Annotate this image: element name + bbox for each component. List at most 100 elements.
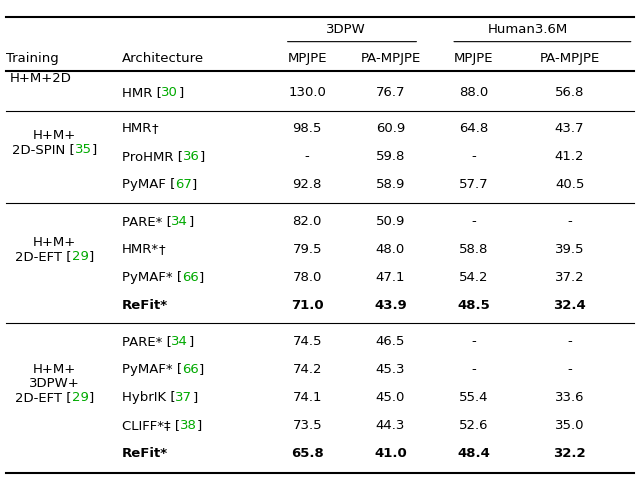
- Text: 2D-EFT [: 2D-EFT [: [15, 249, 72, 263]
- Text: ]: ]: [92, 143, 97, 156]
- Text: ]: ]: [179, 86, 184, 99]
- Text: 92.8: 92.8: [292, 178, 322, 191]
- Text: 35: 35: [75, 143, 92, 156]
- Text: ]: ]: [192, 178, 197, 191]
- Text: HMR [: HMR [: [122, 86, 161, 99]
- Text: 3DPW: 3DPW: [326, 23, 365, 36]
- Text: -: -: [305, 150, 310, 163]
- Text: 29: 29: [72, 249, 88, 263]
- Text: HMR*: HMR*: [122, 243, 159, 256]
- Text: 43.7: 43.7: [555, 122, 584, 135]
- Text: HybrIK [: HybrIK [: [122, 391, 175, 404]
- Text: 71.0: 71.0: [291, 299, 323, 312]
- Text: -: -: [471, 150, 476, 163]
- Text: 46.5: 46.5: [376, 335, 405, 348]
- Text: 37: 37: [175, 391, 192, 404]
- Text: -: -: [471, 363, 476, 376]
- Text: 74.1: 74.1: [292, 391, 322, 404]
- Text: MPJPE: MPJPE: [454, 52, 493, 65]
- Text: 37.2: 37.2: [555, 270, 584, 284]
- Text: PARE* [: PARE* [: [122, 215, 172, 228]
- Text: H+M+2D: H+M+2D: [10, 72, 72, 85]
- Text: ]: ]: [188, 215, 194, 228]
- Text: 47.1: 47.1: [376, 270, 405, 284]
- Text: Human3.6M: Human3.6M: [488, 23, 568, 36]
- Text: Training: Training: [6, 52, 59, 65]
- Text: PARE* [: PARE* [: [122, 335, 172, 348]
- Text: 34: 34: [172, 335, 188, 348]
- Text: H+M+: H+M+: [33, 236, 76, 249]
- Text: 66: 66: [182, 270, 198, 284]
- Text: 64.8: 64.8: [459, 122, 488, 135]
- Text: 33.6: 33.6: [555, 391, 584, 404]
- Text: 57.7: 57.7: [459, 178, 488, 191]
- Text: ProHMR [: ProHMR [: [122, 150, 182, 163]
- Text: -: -: [567, 335, 572, 348]
- Text: 73.5: 73.5: [292, 419, 322, 432]
- Text: 66: 66: [182, 363, 198, 376]
- Text: †: †: [159, 243, 165, 256]
- Text: 45.0: 45.0: [376, 391, 405, 404]
- Text: ]: ]: [198, 270, 204, 284]
- Text: H+M+: H+M+: [33, 129, 76, 143]
- Text: 52.6: 52.6: [459, 419, 488, 432]
- Text: -: -: [471, 215, 476, 228]
- Text: 32.2: 32.2: [554, 447, 586, 460]
- Text: 2D-EFT [: 2D-EFT [: [15, 391, 72, 404]
- Text: 60.9: 60.9: [376, 122, 405, 135]
- Text: 78.0: 78.0: [292, 270, 322, 284]
- Text: 29: 29: [72, 391, 88, 404]
- Text: PyMAF* [: PyMAF* [: [122, 270, 182, 284]
- Text: 48.5: 48.5: [457, 299, 490, 312]
- Text: 65.8: 65.8: [291, 447, 324, 460]
- Text: 98.5: 98.5: [292, 122, 322, 135]
- Text: 54.2: 54.2: [459, 270, 488, 284]
- Text: ]: ]: [192, 391, 198, 404]
- Text: 36: 36: [182, 150, 200, 163]
- Text: PyMAF* [: PyMAF* [: [122, 363, 182, 376]
- Text: MPJPE: MPJPE: [287, 52, 327, 65]
- Text: 74.5: 74.5: [292, 335, 322, 348]
- Text: 35.0: 35.0: [555, 419, 584, 432]
- Text: 39.5: 39.5: [555, 243, 584, 256]
- Text: PyMAF [: PyMAF [: [122, 178, 175, 191]
- Text: 40.5: 40.5: [555, 178, 584, 191]
- Text: †: †: [152, 122, 159, 135]
- Text: 48.0: 48.0: [376, 243, 405, 256]
- Text: 76.7: 76.7: [376, 86, 405, 99]
- Text: 32.4: 32.4: [553, 299, 586, 312]
- Text: -: -: [471, 335, 476, 348]
- Text: ]: ]: [88, 391, 93, 404]
- Text: 43.9: 43.9: [374, 299, 407, 312]
- Text: 59.8: 59.8: [376, 150, 405, 163]
- Text: -: -: [567, 215, 572, 228]
- Text: 34: 34: [172, 215, 188, 228]
- Text: CLIFF*‡ [: CLIFF*‡ [: [122, 419, 180, 432]
- Text: 48.4: 48.4: [457, 447, 490, 460]
- Text: 50.9: 50.9: [376, 215, 405, 228]
- Text: Architecture: Architecture: [122, 52, 204, 65]
- Text: HMR: HMR: [122, 122, 152, 135]
- Text: ]: ]: [188, 335, 194, 348]
- Text: ReFit*: ReFit*: [122, 447, 168, 460]
- Text: 56.8: 56.8: [555, 86, 584, 99]
- Text: H+M+: H+M+: [33, 364, 76, 376]
- Text: 2D-SPIN [: 2D-SPIN [: [12, 143, 75, 156]
- Text: ]: ]: [200, 150, 205, 163]
- Text: 41.0: 41.0: [374, 447, 407, 460]
- Text: ]: ]: [88, 249, 93, 263]
- Text: 58.9: 58.9: [376, 178, 405, 191]
- Text: PA-MPJPE: PA-MPJPE: [540, 52, 600, 65]
- Text: 44.3: 44.3: [376, 419, 405, 432]
- Text: ]: ]: [198, 363, 204, 376]
- Text: 45.3: 45.3: [376, 363, 405, 376]
- Text: 74.2: 74.2: [292, 363, 322, 376]
- Text: 3DPW+: 3DPW+: [29, 377, 80, 390]
- Text: 55.4: 55.4: [459, 391, 488, 404]
- Text: 30: 30: [161, 86, 179, 99]
- Text: 79.5: 79.5: [292, 243, 322, 256]
- Text: 38: 38: [180, 419, 196, 432]
- Text: ]: ]: [196, 419, 202, 432]
- Text: 82.0: 82.0: [292, 215, 322, 228]
- Text: 41.2: 41.2: [555, 150, 584, 163]
